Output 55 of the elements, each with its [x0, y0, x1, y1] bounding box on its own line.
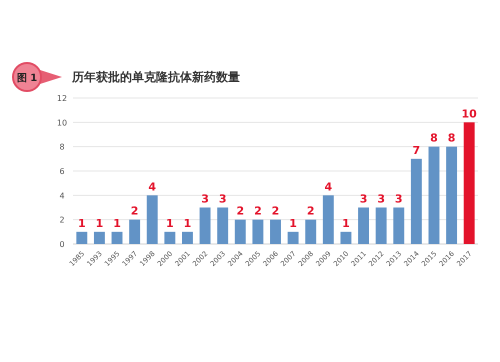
bar	[146, 195, 158, 244]
data-label: 2	[306, 204, 315, 218]
data-label: 3	[218, 192, 226, 206]
data-label: 1	[113, 216, 121, 230]
bar	[393, 208, 404, 244]
data-label: 3	[377, 192, 385, 206]
bar	[464, 122, 475, 244]
data-label: 1	[342, 216, 350, 230]
bar	[322, 195, 334, 244]
data-label: 2	[130, 204, 138, 218]
data-label: 2	[236, 204, 244, 218]
data-label: 8	[448, 132, 456, 145]
bar	[358, 208, 369, 244]
caption: 图 1	[16, 73, 38, 84]
data-label: 10	[462, 107, 478, 120]
bar	[217, 208, 228, 244]
y-tick-label: 12	[56, 94, 68, 103]
data-label: 4	[148, 180, 156, 194]
data-label: 1	[78, 216, 86, 230]
bar	[129, 220, 140, 244]
bar	[340, 232, 352, 244]
bar	[288, 232, 299, 244]
y-tick-label: 8	[59, 142, 65, 152]
data-label: 2	[254, 204, 262, 218]
bar	[164, 232, 176, 244]
bar	[270, 220, 281, 244]
data-label: 7	[412, 144, 420, 157]
data-label: 8	[430, 132, 438, 145]
data-label: 1	[166, 216, 174, 230]
y-tick-label: 4	[59, 191, 65, 200]
bar	[112, 232, 122, 244]
data-label: 1	[184, 216, 192, 230]
bar	[305, 220, 316, 244]
bar	[94, 232, 105, 244]
bar	[410, 158, 422, 244]
bar	[234, 220, 246, 244]
data-label: 3	[360, 192, 368, 206]
bar	[252, 220, 264, 244]
data-label: 3	[394, 192, 403, 206]
bar	[200, 208, 211, 244]
bar	[376, 208, 387, 244]
bar	[446, 146, 458, 244]
data-label: 2	[272, 204, 280, 218]
data-label: 1	[96, 216, 104, 230]
data-label: 1	[289, 216, 297, 230]
y-tick-label: 10	[56, 118, 68, 128]
bar	[76, 232, 88, 244]
y-tick-label: 6	[59, 167, 65, 176]
data-label: 3	[201, 192, 209, 206]
y-tick-label: 0	[59, 240, 65, 249]
chart-title: 历年获批的单克隆抗体新药数量	[71, 70, 240, 84]
bar	[428, 146, 440, 244]
bar	[182, 232, 193, 244]
data-label: 4	[324, 180, 332, 194]
y-tick-label: 2	[59, 216, 65, 225]
